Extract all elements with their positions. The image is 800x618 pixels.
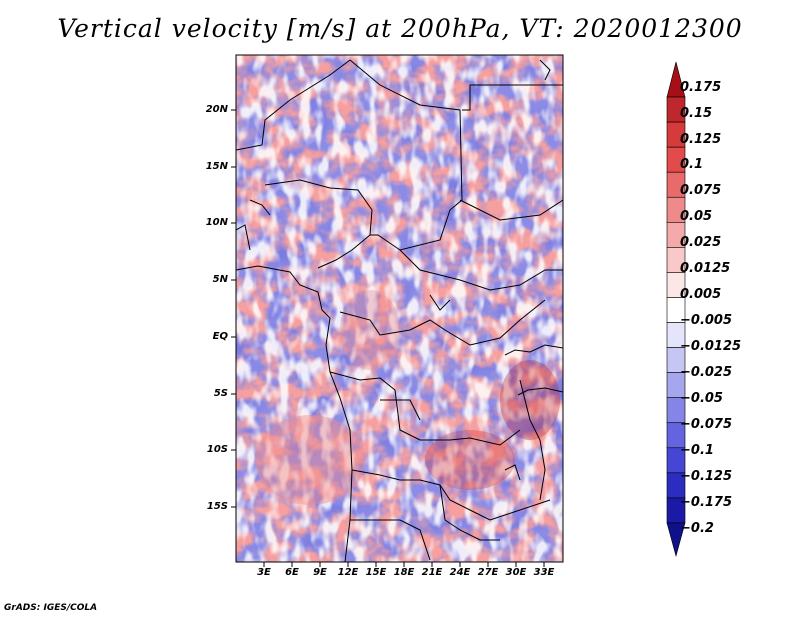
lon-label: 27E [477, 567, 499, 578]
colorbar-label: 0.05 [680, 209, 713, 224]
lat-label: 15N [205, 161, 228, 172]
colorbar-label: 0.15 [680, 106, 713, 121]
lon-label: 21E [421, 567, 443, 578]
lat-label: 5S [213, 388, 228, 399]
colorbar-label: 0.175 [680, 80, 722, 95]
lat-label: 15S [206, 501, 228, 512]
colorbar [666, 61, 686, 558]
colorbar-segment [666, 522, 686, 558]
footer-credit: GrADS: IGES/COLA [4, 603, 98, 613]
colorbar-label: −0.1 [680, 443, 714, 458]
lon-label: 3E [257, 567, 271, 578]
lon-label: 30E [505, 567, 527, 578]
colorbar-label: −0.0125 [680, 339, 742, 354]
colorbar-label: 0.125 [680, 132, 722, 147]
colorbar-label: 0.0125 [680, 261, 731, 276]
lat-label: 10S [206, 444, 228, 455]
velocity-field [236, 55, 563, 562]
colorbar-label: 0.1 [680, 157, 704, 172]
colorbar-label: 0.025 [680, 235, 722, 250]
lat-ticks [231, 109, 236, 508]
country-borders [236, 59, 563, 562]
lon-label: 15E [365, 567, 387, 578]
colorbar-label: 0.075 [680, 183, 722, 198]
colorbar-label: −0.125 [680, 469, 733, 484]
lon-label: 6E [285, 567, 299, 578]
lon-label: 18E [393, 567, 415, 578]
lat-label: EQ [212, 331, 228, 342]
lat-label: 20N [205, 104, 228, 115]
colorbar-label: −0.075 [680, 417, 733, 432]
map-frame [235, 54, 564, 563]
lon-label: 24E [449, 567, 471, 578]
lon-ticks [263, 562, 545, 567]
colorbar-label: −0.005 [680, 313, 733, 328]
colorbar-label: −0.2 [680, 521, 714, 536]
chart-title: Vertical velocity [m/s] at 200hPa, VT: 2… [57, 14, 743, 43]
lat-label: 10N [205, 217, 228, 228]
colorbar-label: −0.05 [680, 391, 723, 406]
colorbar-label: 0.005 [680, 287, 722, 302]
colorbar-label: −0.025 [680, 365, 733, 380]
colorbar-label: −0.175 [680, 495, 733, 510]
lat-label: 5N [212, 274, 228, 285]
lon-label: 33E [533, 567, 555, 578]
lon-label: 12E [337, 567, 359, 578]
lon-label: 9E [313, 567, 327, 578]
